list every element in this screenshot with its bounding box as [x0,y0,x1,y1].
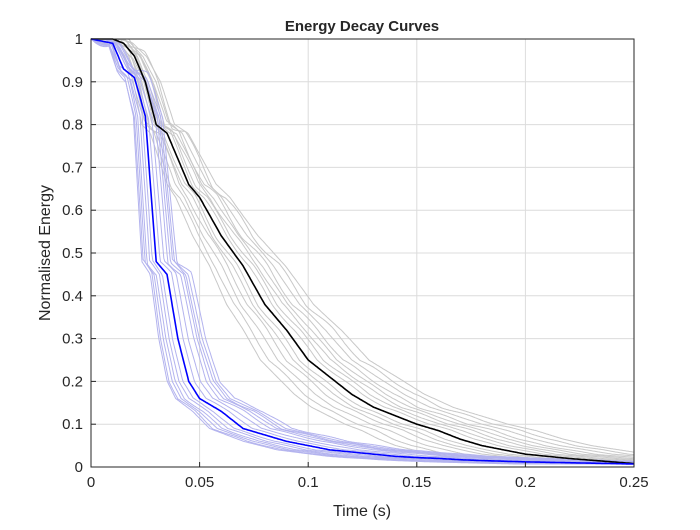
individual-curve-late [91,38,635,461]
x-tick-label: 0.1 [298,474,319,491]
y-axis-label: Normalised Energy [37,185,54,321]
x-tick-label: 0 [87,474,95,491]
y-tick-label: 0.9 [62,74,83,91]
ticks: 0 0.05 0.1 0.15 0.2 0.25 0 0.1 0.2 0.3 0.4 0.5 0.6 0.… [62,31,648,491]
individual-curve-late [90,38,635,458]
individual-curve-early [91,38,634,462]
individual-curve-late [90,38,635,457]
series-mean-late [91,38,635,465]
y-tick-label: 0.2 [62,373,83,390]
y-tick-label: 0.4 [62,288,83,305]
y-tick-label: 0.6 [62,202,83,219]
x-tick-label: 0.05 [185,474,214,491]
y-tick-label: 1 [75,31,83,48]
y-tick-label: 0 [75,459,83,476]
x-tick-label: 0.2 [515,474,536,491]
series-mean-early [90,38,634,465]
chart-title: Energy Decay Curves [285,18,439,35]
y-tick-label: 0.5 [62,245,83,262]
curves [90,38,635,465]
individual-curve-early [90,38,634,464]
individual-curve-late [90,38,635,463]
y-tick-label: 0.7 [62,159,83,176]
grid [91,39,634,467]
x-axis-label: Time (s) [333,503,391,520]
individual-curve-late [91,38,635,456]
individual-curve-late [91,38,635,460]
individual-curve-late [90,38,635,453]
y-tick-label: 0.1 [62,416,83,433]
x-tick-label: 0.15 [402,474,431,491]
individual-curve-late [90,38,635,462]
y-tick-label: 0.8 [62,117,83,134]
individual-curve-early [91,38,634,463]
y-tick-label: 0.3 [62,331,83,348]
x-tick-label: 0.25 [619,474,648,491]
